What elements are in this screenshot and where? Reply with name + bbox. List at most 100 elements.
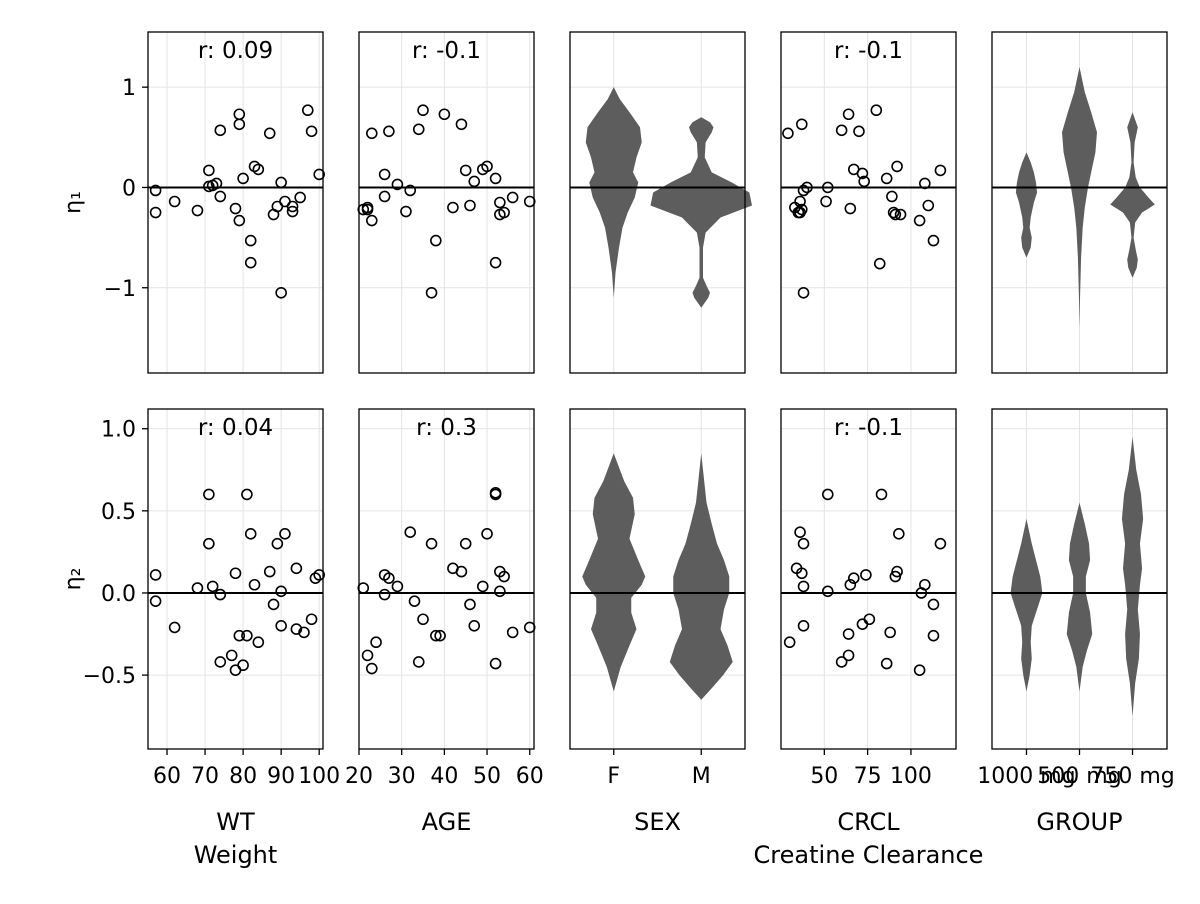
data-point: [863, 613, 876, 626]
data-point: [229, 567, 242, 580]
y-tick-label: 0.5: [101, 500, 136, 525]
data-point: [889, 570, 902, 583]
data-point: [313, 168, 325, 181]
data-point: [191, 582, 204, 594]
y-tick-label: 1: [122, 76, 136, 101]
x-tick-label: 1000 mg: [977, 764, 1075, 789]
data-point: [489, 657, 502, 670]
data-point: [489, 256, 502, 269]
data-point: [206, 580, 219, 593]
data-point: [842, 108, 855, 121]
data-point: [298, 626, 310, 639]
data-point: [913, 664, 926, 676]
data-point: [889, 208, 902, 221]
data-point: [400, 205, 412, 218]
x-axis-label-age: AGE: [422, 808, 472, 836]
data-point: [279, 528, 291, 540]
x-tick-label: 80: [229, 764, 257, 789]
data-point: [412, 123, 425, 136]
violin-m: [650, 117, 752, 308]
violin-750-mg: [1110, 112, 1155, 278]
data-point: [481, 160, 493, 173]
x-tick-label: 20: [345, 764, 373, 789]
data-point: [149, 206, 162, 219]
panel-frame: [358, 408, 535, 750]
data-point: [263, 565, 276, 578]
panel-frame: [147, 31, 324, 374]
data-point: [361, 649, 374, 662]
x-tick-label: 90: [267, 764, 295, 789]
x-tick-label: 750 mg: [1090, 764, 1174, 789]
data-point: [214, 190, 227, 203]
data-point: [782, 127, 794, 140]
data-point: [286, 205, 299, 218]
data-point: [237, 172, 249, 185]
data-point: [383, 572, 395, 584]
data-point: [244, 528, 257, 540]
data-point: [459, 537, 472, 550]
data-point: [149, 595, 162, 607]
panel-group-row1: [991, 31, 1168, 374]
x-axis-label-crcl: CRCL: [837, 808, 900, 836]
panel-age-row2: r: 0.3 20 30 40 50 60: [345, 408, 544, 789]
data-point: [263, 127, 276, 140]
data-point: [455, 118, 468, 131]
x-tick-label: 100: [890, 764, 932, 789]
data-point: [891, 565, 903, 578]
data-point: [370, 636, 382, 649]
correlation-label: r: -0.1: [834, 38, 903, 64]
data-point: [842, 628, 855, 640]
x-tick-label: M: [692, 764, 711, 789]
data-point: [821, 488, 834, 501]
data-point: [425, 286, 438, 299]
data-point: [927, 598, 940, 611]
data-point: [434, 629, 446, 642]
data-point: [858, 175, 870, 188]
data-point: [378, 190, 391, 203]
data-point: [305, 125, 318, 138]
data-point: [275, 585, 287, 598]
data-point: [795, 118, 808, 131]
x-tick-label: 70: [191, 764, 219, 789]
panel-crcl-row2: r: -0.1 50 75 100: [780, 408, 957, 789]
data-point: [244, 234, 257, 247]
data-point: [875, 488, 888, 501]
data-point: [214, 124, 227, 137]
data-point: [844, 578, 857, 591]
panel-wt-row2: r: 0.04 −0.5 0.0 0.5 1.0 60 70 80 90 100: [83, 408, 340, 789]
x-axis-label-group: GROUP: [1036, 808, 1122, 836]
violin-750-mg: [1121, 436, 1144, 717]
data-point: [404, 526, 417, 538]
data-point: [880, 172, 893, 185]
data-point: [168, 621, 181, 634]
data-point: [797, 537, 810, 550]
data-point: [844, 202, 857, 215]
data-point: [481, 528, 493, 540]
data-point: [464, 199, 476, 212]
data-point: [417, 104, 429, 117]
data-point: [880, 657, 893, 670]
data-point: [913, 214, 926, 227]
data-point: [233, 214, 246, 227]
data-point: [438, 108, 451, 121]
data-point: [794, 195, 806, 208]
data-point: [894, 208, 907, 221]
y-tick-label: 0.0: [101, 582, 136, 607]
data-point: [506, 626, 519, 639]
data-point: [797, 620, 810, 632]
data-point: [361, 201, 374, 214]
data-point: [357, 582, 370, 594]
data-point: [884, 626, 896, 639]
data-point: [795, 203, 808, 216]
y-axis-label: η₁: [61, 191, 86, 214]
data-point: [203, 164, 215, 177]
data-point: [794, 526, 806, 538]
correlation-label: r: 0.04: [198, 415, 273, 441]
data-point: [489, 488, 502, 501]
data-point: [417, 613, 429, 626]
data-point: [391, 178, 404, 191]
x-axis-label-wt: WT: [216, 808, 255, 836]
x-tick-label: F: [607, 764, 620, 789]
data-point: [797, 184, 810, 197]
